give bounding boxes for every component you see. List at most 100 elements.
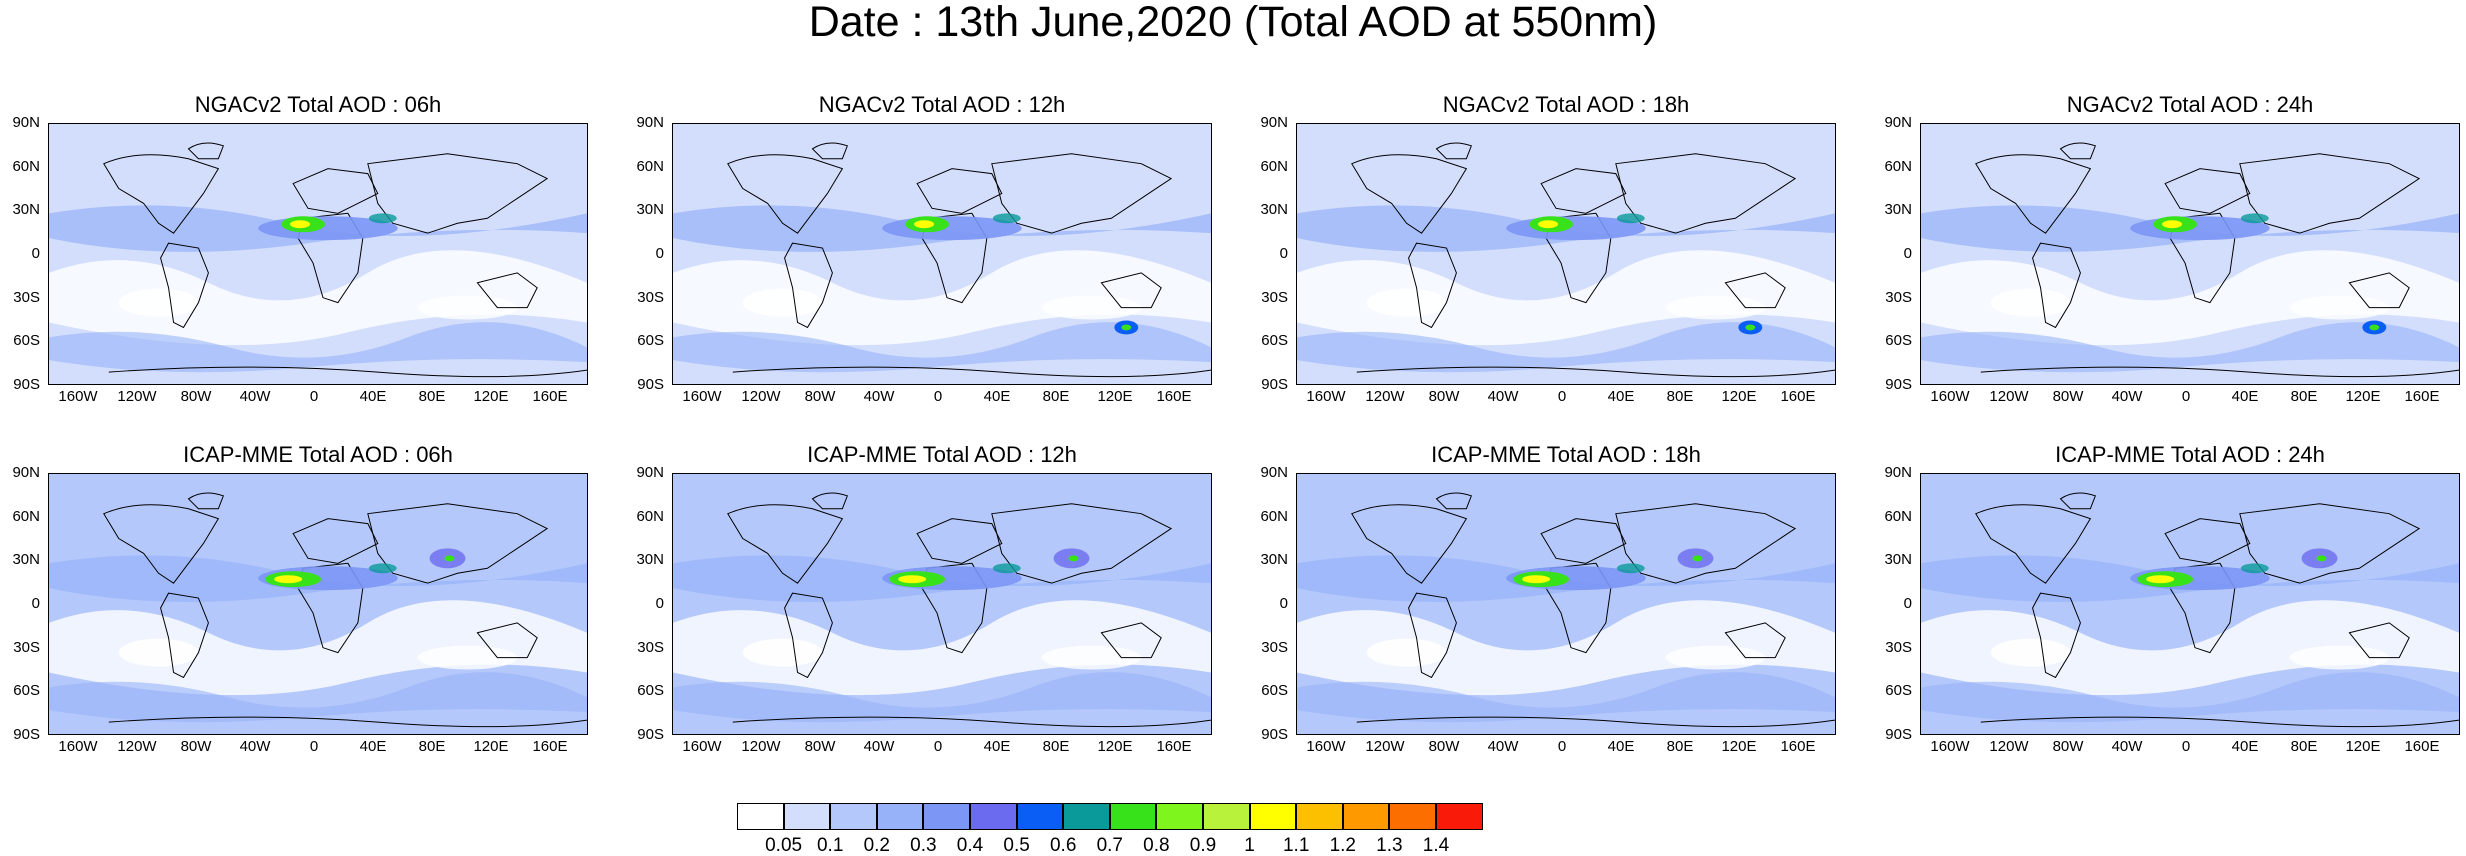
lon-tick-label: 160E <box>1780 388 1816 405</box>
lon-tick-label: 80E <box>1666 388 1694 405</box>
lat-tick-label: 90S <box>13 376 40 393</box>
colorbar-label: 0.5 <box>1003 835 1030 856</box>
map-panel: NGACv2 Total AOD : 06h 90N 60N 30N 0 30S 60S 90… <box>0 93 588 405</box>
lat-tick-label: 90S <box>13 726 40 743</box>
lon-tick-label: 160W <box>58 388 98 405</box>
lon-tick-label: 160E <box>532 738 568 755</box>
lon-tick-label: 40W <box>1487 738 1519 755</box>
lat-tick-label: 0 <box>1279 245 1288 262</box>
lat-tick-label: 90N <box>636 464 664 481</box>
panel-title: ICAP-MME Total AOD : 18h <box>1431 442 1701 467</box>
lat-tick-label: 90N <box>1260 114 1288 131</box>
aod-map <box>1296 473 1836 735</box>
lat-tick-label: 60N <box>636 507 664 525</box>
panel-title: ICAP-MME Total AOD : 24h <box>2055 442 2325 467</box>
lon-tick-label: 120W <box>741 738 781 755</box>
lon-tick-label: 160W <box>682 738 722 755</box>
lat-tick-label: 60N <box>636 157 664 175</box>
lon-tick-label: 40W <box>2111 738 2143 755</box>
colorbar-swatch <box>830 803 877 830</box>
lon-tick-label: 120W <box>1989 388 2029 405</box>
lon-tick-label: 80E <box>1666 738 1694 755</box>
colorbar-swatch <box>1156 803 1203 830</box>
panel-title: NGACv2 Total AOD : 24h <box>2066 92 2314 117</box>
lon-tick-label: 160E <box>2404 388 2440 405</box>
colorbar-swatch <box>1016 803 1064 830</box>
colorbar-swatch <box>1389 803 1436 830</box>
lat-tick-label: 90S <box>1261 376 1288 393</box>
lat-tick-label: 60N <box>12 157 40 175</box>
aod-map <box>1296 123 1836 385</box>
lon-tick-label: 120W <box>1365 738 1405 755</box>
aod-map <box>48 473 588 735</box>
lat-tick-label: 0 <box>1903 245 1912 262</box>
lat-tick-label: 90S <box>1885 726 1912 743</box>
colorbar-label: 0.3 <box>910 835 937 856</box>
colorbar-label: 0.8 <box>1143 835 1170 856</box>
lat-tick-label: 60S <box>637 682 664 700</box>
lon-tick-label: 40W <box>2111 388 2143 405</box>
lat-tick-label: 0 <box>655 595 664 612</box>
lon-tick-label: 120E <box>1097 388 1133 405</box>
lon-tick-label: 40W <box>863 388 895 405</box>
lat-tick-label: 30S <box>637 288 664 306</box>
lon-tick-label: 0 <box>2181 738 2191 755</box>
lon-tick-label: 160W <box>58 738 98 755</box>
colorbar-swatch <box>1342 803 1390 830</box>
colorbar-label: 0.4 <box>956 835 984 856</box>
lat-tick-label: 30S <box>1261 638 1288 656</box>
lon-tick-label: 40W <box>1487 388 1519 405</box>
lat-tick-label: 30N <box>636 201 664 219</box>
lon-tick-label: 120W <box>1989 738 2029 755</box>
lon-tick-label: 120W <box>1365 388 1405 405</box>
lat-tick-label: 60N <box>1260 507 1288 525</box>
lat-tick-label: 60N <box>1884 507 1912 525</box>
lat-tick-label: 90N <box>1260 464 1288 481</box>
colorbar-swatch <box>1203 803 1250 830</box>
lon-tick-label: 80W <box>2052 738 2084 755</box>
panel-title: ICAP-MME Total AOD : 12h <box>807 442 1077 467</box>
map-panel: ICAP-MME Total AOD : 12h 90N 60N 30N 0 30S 60S… <box>624 443 1212 755</box>
colorbar-swatch <box>1109 803 1157 830</box>
lat-tick-label: 30N <box>1260 201 1288 219</box>
lat-tick-label: 30S <box>1885 638 1912 656</box>
lon-tick-label: 80E <box>2290 738 2318 755</box>
lon-tick-label: 160W <box>1306 738 1346 755</box>
lat-tick-label: 30N <box>12 551 40 569</box>
colorbar-label: 0.05 <box>765 835 803 856</box>
lat-tick-label: 30S <box>13 288 40 306</box>
lat-tick-label: 60S <box>637 332 664 350</box>
map-panel: NGACv2 Total AOD : 24h 90N 60N 30N 0 30S 60S 90… <box>1872 93 2460 405</box>
lon-tick-label: 40E <box>1607 738 1635 755</box>
aod-map <box>1920 123 2460 385</box>
map-panel: NGACv2 Total AOD : 12h 90N 60N 30N 0 30S 60S 90… <box>624 93 1212 405</box>
lat-tick-label: 60S <box>1885 332 1912 350</box>
lon-tick-label: 40W <box>239 388 271 405</box>
colorbar-label: 0.9 <box>1189 835 1217 856</box>
lon-tick-label: 0 <box>1557 738 1567 755</box>
colorbar-label: 0.6 <box>1049 835 1077 856</box>
aod-map <box>672 473 1212 735</box>
colorbar-label: 0.1 <box>816 835 844 856</box>
lon-tick-label: 40E <box>983 388 1011 405</box>
lon-tick-label: 40E <box>359 388 387 405</box>
aod-map <box>672 123 1212 385</box>
map-panel: ICAP-MME Total AOD : 06h 90N 60N 30N 0 30S 60S… <box>0 443 588 755</box>
lat-tick-label: 60S <box>1885 682 1912 700</box>
colorbar-swatch <box>783 803 831 830</box>
lon-tick-label: 40E <box>2231 388 2259 405</box>
colorbar-label: 1 <box>1244 835 1255 856</box>
lon-tick-label: 80E <box>2290 388 2318 405</box>
colorbar-swatch <box>1249 803 1297 830</box>
lon-tick-label: 80W <box>1428 388 1460 405</box>
colorbar-swatch <box>1436 803 1483 830</box>
lat-tick-label: 60S <box>1261 682 1288 700</box>
lat-tick-label: 30N <box>1884 201 1912 219</box>
lon-tick-label: 160E <box>1156 388 1192 405</box>
lon-tick-label: 160E <box>532 388 568 405</box>
lon-tick-label: 120E <box>2345 388 2381 405</box>
lat-tick-label: 60S <box>1261 332 1288 350</box>
lon-tick-label: 160E <box>1780 738 1816 755</box>
colorbar-swatch <box>1063 803 1110 830</box>
aod-map <box>48 123 588 385</box>
